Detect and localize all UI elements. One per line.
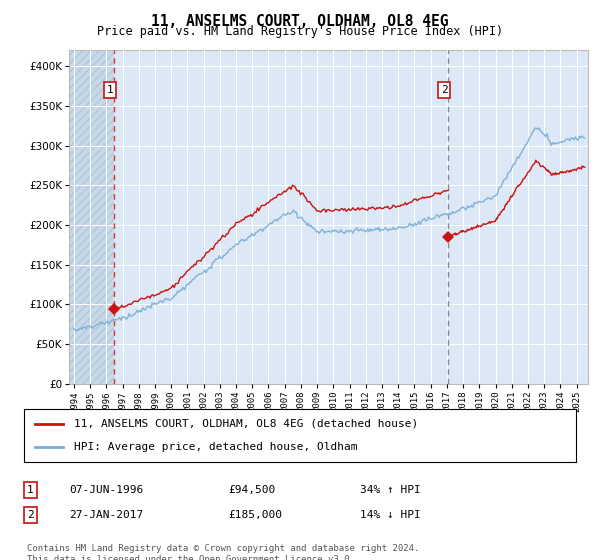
Text: Price paid vs. HM Land Registry's House Price Index (HPI): Price paid vs. HM Land Registry's House … — [97, 25, 503, 38]
Text: 27-JAN-2017: 27-JAN-2017 — [69, 510, 143, 520]
Text: Contains HM Land Registry data © Crown copyright and database right 2024.
This d: Contains HM Land Registry data © Crown c… — [27, 544, 419, 560]
Text: 11, ANSELMS COURT, OLDHAM, OL8 4EG (detached house): 11, ANSELMS COURT, OLDHAM, OL8 4EG (deta… — [74, 419, 418, 429]
Text: HPI: Average price, detached house, Oldham: HPI: Average price, detached house, Oldh… — [74, 442, 357, 452]
Text: 2: 2 — [27, 510, 34, 520]
Text: 1: 1 — [27, 485, 34, 495]
Text: 34% ↑ HPI: 34% ↑ HPI — [360, 485, 421, 495]
Text: 1: 1 — [106, 85, 113, 95]
Text: 07-JUN-1996: 07-JUN-1996 — [69, 485, 143, 495]
Text: £185,000: £185,000 — [228, 510, 282, 520]
Text: 2: 2 — [441, 85, 448, 95]
Text: £94,500: £94,500 — [228, 485, 275, 495]
Text: 11, ANSELMS COURT, OLDHAM, OL8 4EG: 11, ANSELMS COURT, OLDHAM, OL8 4EG — [151, 14, 449, 29]
Text: 14% ↓ HPI: 14% ↓ HPI — [360, 510, 421, 520]
Bar — [69, 50, 114, 384]
